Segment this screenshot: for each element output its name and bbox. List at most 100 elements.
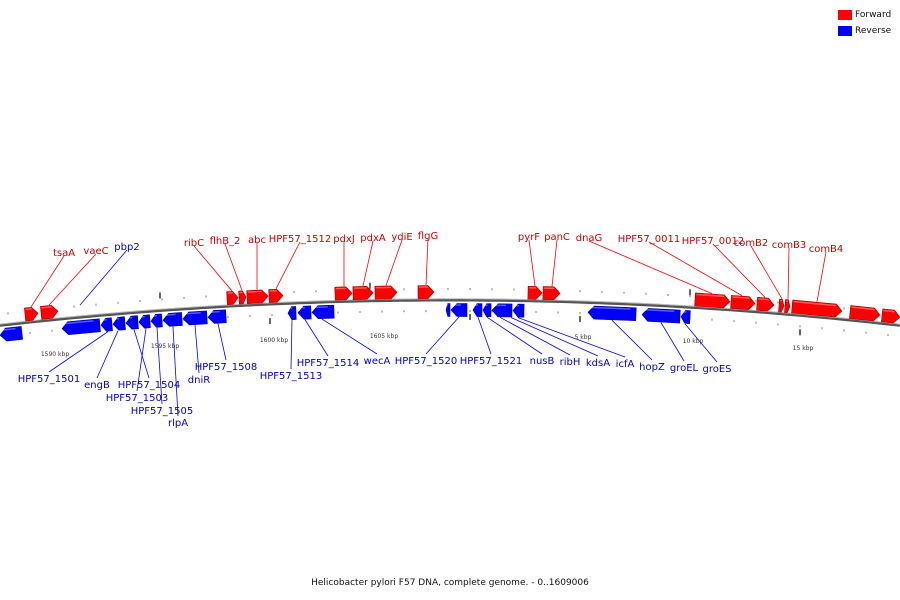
forward-gene-arrow [542, 286, 561, 301]
scale-label: 5 kbp [575, 334, 592, 341]
forward-gene-arrow [756, 296, 775, 312]
scale-label: 1590 kbp [41, 351, 69, 358]
gene-gloss [589, 306, 631, 310]
gene-gloss [25, 308, 32, 311]
reverse-gene-leader [477, 316, 492, 355]
reverse-gene-arrow [297, 305, 312, 320]
forward-gene-arrow [417, 285, 435, 299]
gene-gloss [163, 313, 176, 316]
forward-gene-label: HPF57_0011 [618, 234, 680, 245]
gene-gloss [696, 293, 725, 298]
forward-gene-label: flhB_2 [210, 236, 241, 247]
forward-gene-label: pyrF [518, 232, 540, 243]
reverse-gene-label: engB [84, 380, 110, 391]
forward-gene-leader [275, 241, 301, 289]
forward-legend-swatch [838, 10, 852, 20]
forward-gene-arrow [778, 298, 785, 313]
genome-caption: Helicobacter pylori F57 DNA, complete ge… [311, 578, 589, 588]
gene-gloss [0, 327, 16, 331]
reverse-gene-arrow [61, 318, 101, 335]
forward-gene-label: HPF57_0012 [682, 236, 744, 247]
reverse-gene-leader [321, 318, 378, 355]
forward-gene-label: HPF57_1512 [269, 234, 331, 245]
forward-gene-leader [528, 239, 536, 286]
forward-gene-label: comB4 [809, 244, 844, 255]
reverse-gene-label: wecA [364, 356, 391, 367]
reverse-gene-label: HPF57_1513 [260, 371, 322, 382]
forward-gene-leader [425, 238, 429, 286]
reverse-gene-leader [517, 317, 626, 358]
reverse-gene-label: groEL [670, 363, 699, 374]
reverse-gene-leader [486, 316, 543, 355]
forward-gene-label: tsaA [53, 248, 75, 259]
forward-gene-leader [648, 241, 743, 297]
forward-gene-label: pdxA [360, 233, 386, 244]
reverse-gene-arrow [138, 314, 151, 329]
reverse-gene-arrow [150, 313, 163, 328]
forward-gene-leader [551, 239, 558, 287]
reverse-gene-leader [172, 326, 179, 417]
reverse-gene-arrow [162, 312, 183, 327]
forward-gene-label: panC [544, 232, 570, 243]
reverse-gene-leader [611, 319, 653, 361]
forward-gene-leader [750, 245, 783, 299]
reverse-gene-label: HPF57_1514 [297, 358, 359, 369]
forward-gene-arrow [268, 288, 284, 303]
reverse-gene-arrow [100, 317, 113, 332]
reverse-gene-label: HPF57_1520 [395, 356, 457, 367]
forward-gene-arrow [730, 295, 756, 310]
forward-gene-leader [816, 251, 827, 302]
reverse-gene-label: HPF57_1503 [106, 393, 168, 404]
forward-gene-arrow [881, 308, 900, 324]
scale-labels: 1590 kbp 1595 kbp 1600 kbp 1605 kbp 5 kbp 10 … [41, 333, 814, 358]
gene-gloss [208, 310, 220, 314]
gene-gloss [851, 306, 875, 311]
forward-gene-leader [224, 243, 243, 291]
reverse-gene-label: HPF57_1501 [18, 374, 80, 385]
reverse-gene-arrow [512, 303, 525, 318]
forward-gene-arrow [352, 286, 374, 300]
reverse-gene-arrow [0, 326, 23, 342]
gene-gloss [793, 300, 837, 307]
scale-label: 1600 kbp [260, 337, 288, 344]
forward-gene-leader [712, 243, 766, 298]
reverse-gene-leader [304, 319, 329, 357]
gene-gloss [41, 306, 52, 309]
reverse-gene-leader [96, 330, 119, 379]
reverse-gene-arrow [472, 303, 483, 317]
forward-gene-arrow [694, 292, 731, 309]
reverse-gene-arrow [207, 309, 227, 324]
forward-gene-arrow [246, 289, 269, 304]
forward-gene-arrow [784, 299, 791, 314]
reverse-gene-leader [684, 323, 718, 363]
reverse-gene-leader [136, 328, 147, 392]
forward-gene-label: comB3 [772, 240, 807, 251]
reverse-gene-arrow [587, 305, 637, 322]
genome-backbone [0, 298, 900, 327]
reverse-gene-leader [48, 331, 109, 373]
forward-gene-leader [385, 239, 403, 286]
reverse-gene-label: groES [702, 364, 731, 375]
reverse-gene-label: rlpA [168, 418, 188, 429]
reverse-gene-arrow [641, 308, 681, 324]
reverse-gene-label: HPF57_1508 [195, 362, 257, 373]
forward-gene-leader [193, 245, 233, 292]
reverse-gene-leader [156, 327, 163, 405]
reverse-gene-label: pbp2 [114, 242, 139, 253]
reverse-gene-arrow [125, 315, 139, 330]
forward-gene-label: ydiE [391, 232, 412, 243]
reverse-gene-leader [499, 316, 571, 356]
reverse-gene-label: dniR [188, 375, 210, 386]
reverse-gene-leader [425, 316, 460, 355]
reverse-gene-label: hopZ [639, 362, 665, 373]
forward-gene-leader [588, 240, 713, 294]
reverse-gene-leader [217, 323, 227, 361]
gene-features: tsaA vaeC ribC flhB_2 abc HPF57_1512 pdxJ pdxA y… [0, 231, 900, 429]
reverse-gene-arrow [450, 303, 468, 317]
forward-gene-label: ribC [184, 238, 204, 249]
reverse-gene-label: HPF57_1521 [460, 356, 522, 367]
reverse-gene-leader [79, 249, 128, 306]
reverse-gene-leader [510, 317, 599, 357]
reverse-gene-label: HPF57_1504 [118, 380, 180, 391]
